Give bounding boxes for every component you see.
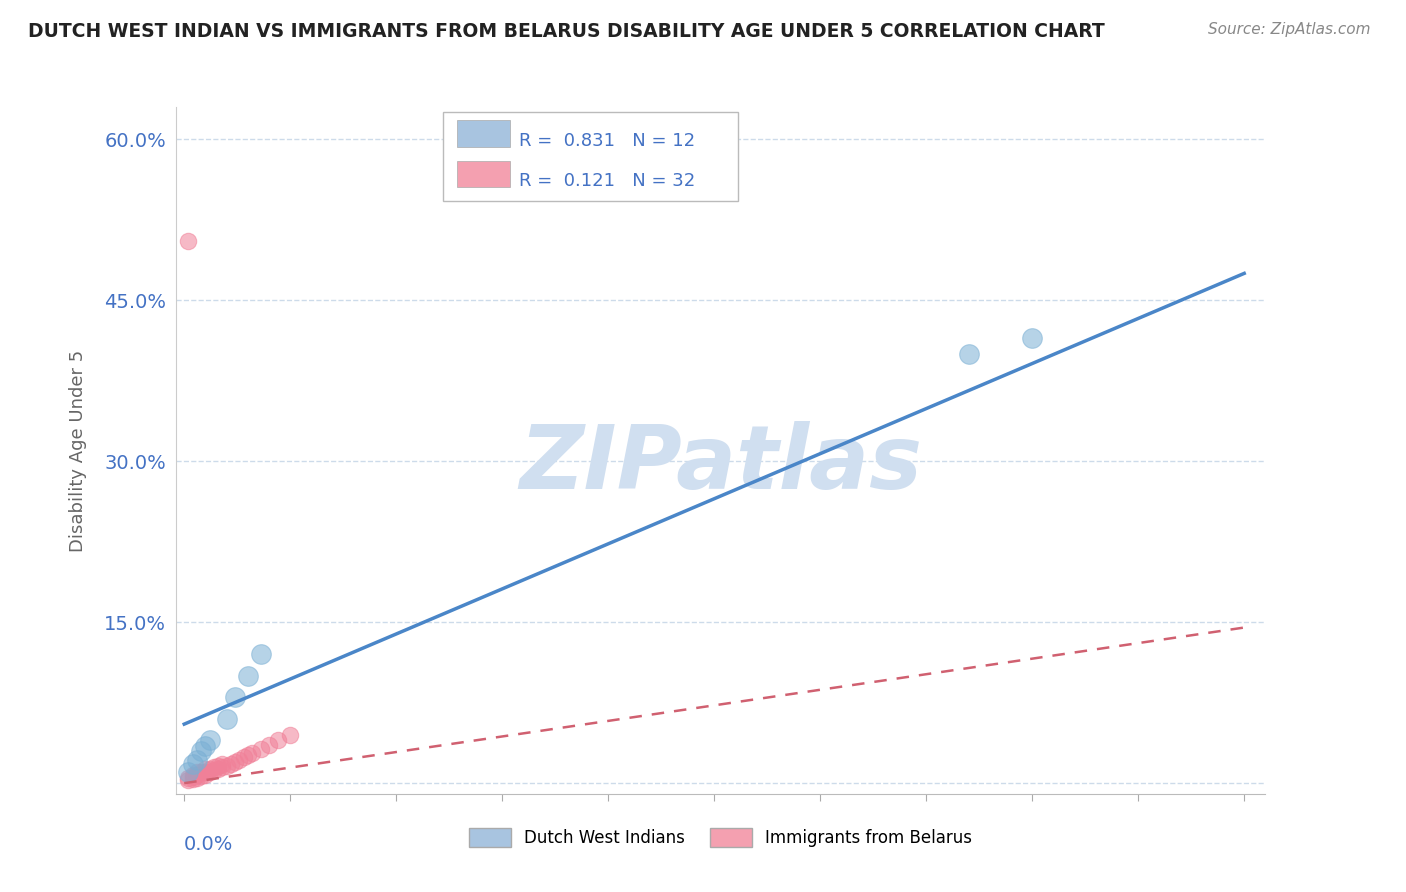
Point [198, 733, 221, 747]
Point [194, 767, 217, 781]
Point [278, 728, 301, 742]
Point [249, 648, 271, 662]
Text: R =  0.831   N = 12: R = 0.831 N = 12 [519, 132, 695, 150]
Point [266, 733, 288, 747]
Text: DUTCH WEST INDIAN VS IMMIGRANTS FROM BELARUS DISABILITY AGE UNDER 5 CORRELATION : DUTCH WEST INDIAN VS IMMIGRANTS FROM BEL… [28, 22, 1105, 41]
Text: 0.0%: 0.0% [184, 835, 233, 855]
Point [177, 771, 200, 785]
Point [177, 234, 200, 248]
Point [186, 767, 208, 781]
Text: Source: ZipAtlas.com: Source: ZipAtlas.com [1208, 22, 1371, 37]
Point [232, 750, 254, 764]
Point [957, 347, 980, 361]
Point [177, 765, 200, 780]
Point [224, 755, 246, 769]
Point [177, 772, 200, 787]
Point [202, 764, 225, 778]
Point [1021, 331, 1043, 345]
Point [228, 753, 250, 767]
Point [198, 762, 221, 776]
Point [219, 756, 242, 771]
Point [194, 765, 217, 780]
Point [190, 744, 212, 758]
Point [236, 748, 259, 763]
Point [202, 760, 225, 774]
Point [181, 767, 204, 781]
Point [190, 765, 212, 780]
Point [211, 760, 233, 774]
Y-axis label: Disability Age Under 5: Disability Age Under 5 [69, 350, 87, 551]
Point [181, 772, 204, 786]
Point [186, 765, 208, 780]
Text: R =  0.121   N = 32: R = 0.121 N = 32 [519, 172, 695, 190]
Point [181, 756, 204, 771]
Point [215, 712, 238, 726]
Point [240, 746, 263, 760]
Point [181, 770, 204, 784]
Point [257, 738, 280, 752]
Point [249, 741, 271, 756]
Point [211, 756, 233, 771]
Point [224, 690, 246, 705]
Point [236, 669, 259, 683]
Legend: Dutch West Indians, Immigrants from Belarus: Dutch West Indians, Immigrants from Bela… [470, 828, 972, 847]
Point [194, 762, 217, 776]
Point [207, 759, 229, 773]
Point [215, 759, 238, 773]
Point [190, 769, 212, 783]
Point [198, 765, 221, 780]
Text: ZIPatlas: ZIPatlas [519, 421, 922, 508]
Point [207, 762, 229, 776]
Point [186, 771, 208, 785]
Point [186, 753, 208, 767]
Point [194, 739, 217, 753]
